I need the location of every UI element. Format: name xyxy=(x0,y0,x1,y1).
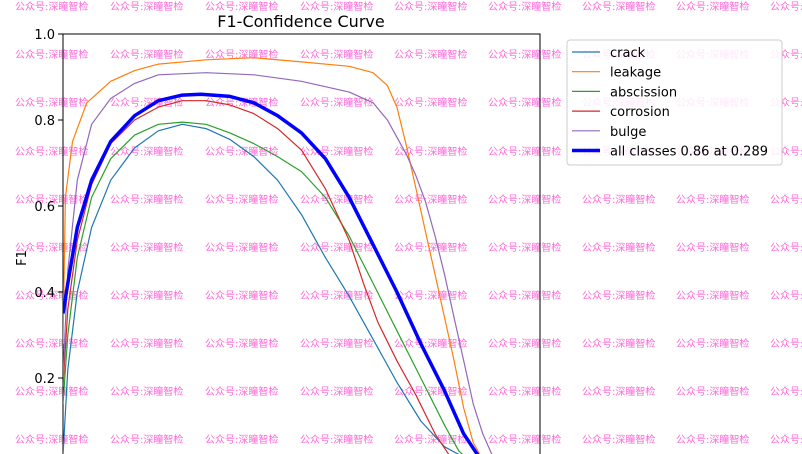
watermark-text: 公众号:深瞳智检 xyxy=(15,433,88,446)
watermark-text: 公众号:深瞳智检 xyxy=(676,193,749,206)
watermark-text: 公众号:深瞳智检 xyxy=(676,0,749,13)
watermark-text: 公众号:深瞳智检 xyxy=(205,433,278,446)
legend: crack leakage abscission corrosion bulge all … xyxy=(566,39,783,166)
watermark-text: 公众号:深瞳智检 xyxy=(110,193,183,206)
watermark-text: 公众号:深瞳智检 xyxy=(394,241,467,254)
watermark-text: 公众号:深瞳智检 xyxy=(676,289,749,302)
watermark-text: 公众号:深瞳智检 xyxy=(110,145,183,158)
watermark-text: 公众号:深瞳智检 xyxy=(582,241,655,254)
legend-label: abscission xyxy=(610,85,677,100)
watermark-text: 公众号:深瞳智检 xyxy=(300,193,373,206)
watermark-text: 公众号:深瞳智检 xyxy=(15,145,88,158)
watermark-text: 公众号:深瞳智检 xyxy=(488,241,561,254)
watermark-text: 公众号:深瞳智检 xyxy=(488,289,561,302)
watermark-text: 公众号:深瞳智检 xyxy=(394,0,467,13)
series-layer xyxy=(63,57,493,454)
watermark-text: 公众号:深瞳智检 xyxy=(15,96,88,109)
watermark-text: 公众号:深瞳智检 xyxy=(770,193,802,206)
watermark-text: 公众号:深瞳智检 xyxy=(488,193,561,206)
watermark-text: 公众号:深瞳智检 xyxy=(300,289,373,302)
watermark-text: 公众号:深瞳智检 xyxy=(15,193,88,206)
watermark-text: 公众号:深瞳智检 xyxy=(770,241,802,254)
watermark-text: 公众号:深瞳智检 xyxy=(300,48,373,61)
watermark-text: 公众号:深瞳智检 xyxy=(582,433,655,446)
watermark-text: 公众号:深瞳智检 xyxy=(15,48,88,61)
watermark-text: 公众号:深瞳智检 xyxy=(582,337,655,350)
watermark-text: 公众号:深瞳智检 xyxy=(15,385,88,398)
watermark-text: 公众号:深瞳智检 xyxy=(488,48,561,61)
watermark-text: 公众号:深瞳智检 xyxy=(300,96,373,109)
watermark-text: 公众号:深瞳智检 xyxy=(300,0,373,13)
y-tick-label: 0.6 xyxy=(34,200,55,215)
watermark-text: 公众号:深瞳智检 xyxy=(394,96,467,109)
watermark-text: 公众号:深瞳智检 xyxy=(488,385,561,398)
watermark-text: 公众号:深瞳智检 xyxy=(582,289,655,302)
watermark-text: 公众号:深瞳智检 xyxy=(205,289,278,302)
y-tick-label: 0.2 xyxy=(34,372,55,387)
watermark-text: 公众号:深瞳智检 xyxy=(488,96,561,109)
y-tick-label: 1.0 xyxy=(34,28,55,43)
watermark-text: 公众号:深瞳智检 xyxy=(110,433,183,446)
watermark-text: 公众号:深瞳智检 xyxy=(205,337,278,350)
watermark-text: 公众号:深瞳智检 xyxy=(15,0,88,13)
series-line-abscission xyxy=(63,121,463,454)
y-tick-label: 0.4 xyxy=(34,286,55,301)
watermark-text: 公众号:深瞳智检 xyxy=(110,385,183,398)
watermark-text: 公众号:深瞳智检 xyxy=(205,0,278,13)
watermark-text: 公众号:深瞳智检 xyxy=(582,193,655,206)
watermark-text: 公众号:深瞳智检 xyxy=(676,433,749,446)
series-line-leakage xyxy=(63,57,481,454)
watermark-text: 公众号:深瞳智检 xyxy=(300,145,373,158)
series-line-crack xyxy=(63,123,460,454)
watermark-text: 公众号:深瞳智检 xyxy=(110,289,183,302)
watermark-text: 公众号:深瞳智检 xyxy=(394,193,467,206)
watermark-text: 公众号:深瞳智检 xyxy=(205,193,278,206)
watermark-text: 公众号:深瞳智检 xyxy=(394,433,467,446)
legend-label: bulge xyxy=(610,125,646,140)
watermark-text: 公众号:深瞳智检 xyxy=(676,337,749,350)
watermark-text: 公众号:深瞳智检 xyxy=(394,48,467,61)
legend-label: corrosion xyxy=(610,105,670,120)
watermark-text: 公众号:深瞳智检 xyxy=(488,433,561,446)
watermark-text: 公众号:深瞳智检 xyxy=(770,0,802,13)
watermark-text: 公众号:深瞳智检 xyxy=(205,241,278,254)
watermark-text: 公众号:深瞳智检 xyxy=(676,385,749,398)
y-axis-label: F1 xyxy=(15,250,30,266)
watermark-text: 公众号:深瞳智检 xyxy=(394,145,467,158)
watermark-text: 公众号:深瞳智检 xyxy=(205,145,278,158)
watermark-text: 公众号:深瞳智检 xyxy=(770,289,802,302)
watermark-text: 公众号:深瞳智检 xyxy=(15,337,88,350)
plot-frame xyxy=(62,33,541,454)
watermark-text: 公众号:深瞳智检 xyxy=(110,241,183,254)
watermark-text: 公众号:深瞳智检 xyxy=(488,337,561,350)
watermark-text: 公众号:深瞳智检 xyxy=(110,337,183,350)
legend-label: crack xyxy=(610,46,646,61)
watermark-text: 公众号:深瞳智检 xyxy=(488,0,561,13)
watermark-text: 公众号:深瞳智检 xyxy=(676,241,749,254)
watermark-text: 公众号:深瞳智检 xyxy=(770,385,802,398)
chart-title: F1-Confidence Curve xyxy=(217,12,384,31)
legend-box xyxy=(566,39,783,166)
y-tick-label: 0.8 xyxy=(34,114,55,129)
y-axis-ticks: 0.2 0.4 0.6 0.8 1.0 xyxy=(34,28,63,387)
watermark-text: 公众号:深瞳智检 xyxy=(300,385,373,398)
watermark-text: 公众号:深瞳智检 xyxy=(770,337,802,350)
series-line-all xyxy=(63,92,480,454)
watermark-text: 公众号:深瞳智检 xyxy=(110,0,183,13)
legend-label: leakage xyxy=(610,66,661,81)
watermark-text: 公众号:深瞳智检 xyxy=(205,385,278,398)
watermark-text: 公众号:深瞳智检 xyxy=(488,145,561,158)
watermark-text: 公众号:深瞳智检 xyxy=(300,433,373,446)
watermark-text: 公众号:深瞳智检 xyxy=(300,241,373,254)
watermark-text: 公众号:深瞳智检 xyxy=(110,48,183,61)
watermark-text: 公众号:深瞳智检 xyxy=(582,385,655,398)
legend-label: all classes 0.86 at 0.289 xyxy=(610,145,768,160)
watermark-text: 公众号:深瞳智检 xyxy=(300,337,373,350)
watermark-text: 公众号:深瞳智检 xyxy=(582,0,655,13)
watermark-layer: 公众号:深瞳智检 公众号:深瞳智检 公众号:深瞳智检 公众号:深瞳智检 公众号:深瞳智检… xyxy=(15,0,802,446)
watermark-text: 公众号:深瞳智检 xyxy=(394,289,467,302)
series-line-bulge xyxy=(63,72,493,454)
watermark-text: 公众号:深瞳智检 xyxy=(770,433,802,446)
